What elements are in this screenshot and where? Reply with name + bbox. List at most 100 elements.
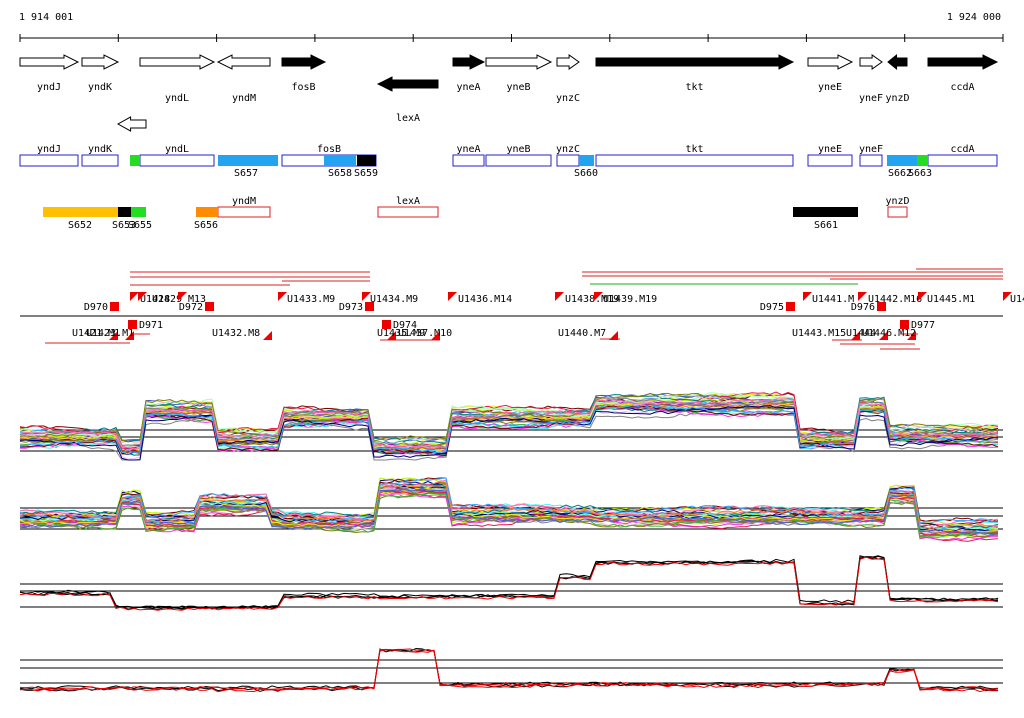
segment-label-s661: S661: [814, 220, 838, 231]
transcript-label-ynzd-lower: ynzD: [885, 196, 909, 207]
promoter-marker-u1437-m10: [431, 316, 440, 340]
promoter-marker-u1428: [130, 292, 139, 316]
segment-s653: [118, 207, 131, 217]
gene-arrow-fosb: [281, 54, 327, 70]
terminator-label-d971: D971: [139, 320, 163, 331]
expression-trace: [19, 479, 999, 527]
gene-arrow-yneb: [485, 54, 553, 70]
expression-trace: [19, 391, 999, 450]
terminator-label-d970: D970: [84, 302, 108, 313]
gene-arrow-ynzd: [887, 53, 908, 71]
segment-s661: [793, 207, 858, 217]
promoter-marker-u1434-m9: [362, 292, 371, 316]
promoter-marker-u14: [1003, 292, 1012, 316]
expression-trace: [19, 484, 999, 532]
promoter-marker-u1421-m1: [109, 316, 118, 340]
gene-label-ynef: yneF: [859, 93, 883, 104]
transcript-label-ynea-upper: yneA: [456, 144, 480, 155]
expression-trace: [19, 487, 999, 536]
transcript-label-yndj-upper: yndJ: [37, 144, 61, 155]
promoter-label-u1442-m16: U1442.M16: [868, 294, 922, 305]
segment-label-s655: S655: [128, 220, 152, 231]
gene-label-ynee: yneE: [818, 82, 842, 93]
promoter-marker-u1441-m: [803, 292, 812, 316]
expression-trace: [19, 493, 999, 539]
terminator-label-d977: D977: [911, 320, 935, 331]
expression-trace: [19, 477, 999, 524]
terminator-marker-d973: [365, 302, 374, 311]
promoter-label-u14: U14: [1010, 294, 1024, 305]
terminator-label-d976: D976: [851, 302, 875, 313]
promoter-marker-u1433-m9: [278, 292, 287, 316]
expression-trace: [19, 405, 999, 455]
gene-label-yndj: yndJ: [37, 82, 61, 93]
promoter-marker-u1438-m19: [555, 292, 564, 316]
gene-arrow-lexa: [376, 76, 439, 92]
transcript-track-upper: yndJ yndK yndL fosB yneA yneB ynzC tkt yneE yneF c…: [19, 144, 998, 179]
promoter-marker-u1435-m9: [387, 316, 396, 340]
segment-label-s658: S658: [328, 168, 352, 179]
start-coordinate: 1 914 001: [19, 12, 74, 23]
expression-trace: [19, 648, 999, 691]
gene-track: yndJ yndK yndL yndM fosB lexA yneA yneB ynzC tkt y…: [19, 53, 999, 132]
gene-label-yndl: yndL: [165, 93, 189, 104]
transcript-label-yndm-lower: yndM: [232, 196, 256, 207]
transcript-box-yndk-upper: [81, 154, 119, 167]
expression-trace: [19, 556, 999, 611]
promoter-label-u1436-m14: U1436.M14: [458, 294, 512, 305]
gene-label-yneb: yneB: [506, 82, 530, 93]
transcript-box-yndj-upper: [19, 154, 79, 167]
promoter-marker-u1444: [879, 316, 888, 340]
terminator-label-d973: D973: [339, 302, 363, 313]
promoter-marker-u1442-m16: [858, 292, 867, 316]
transcript-label-fosb-upper: fosB: [317, 144, 341, 155]
terminator-marker-d975: [786, 302, 795, 311]
expression-trace: [19, 487, 999, 534]
transcript-label-yndk-upper: yndK: [88, 144, 112, 155]
gene-arrow-ynea: [452, 54, 486, 70]
terminator-label-d974: D974: [393, 320, 417, 331]
gene-label-ynea: yneA: [456, 82, 480, 93]
terminator-label-d972: D972: [179, 302, 203, 313]
segment-label-s657: S657: [234, 168, 258, 179]
promoter-label-u1441-m: U1441.M: [812, 294, 854, 305]
promoter-label-u1445-m1: U1445.M1: [927, 294, 975, 305]
expression-trace: [19, 396, 999, 449]
end-coordinate: 1 924 000: [946, 12, 1001, 23]
promoter-marker-u1436-m14: [448, 292, 457, 316]
coordinate-axis: [19, 34, 1004, 42]
promoter-label-u1428: U1428: [140, 294, 170, 305]
segment-s663: [917, 155, 928, 166]
terminator-marker-d974: [382, 320, 391, 329]
gene-arrow-ynef: [859, 54, 883, 70]
gene-arrow-tkt: [595, 54, 795, 70]
transcript-label-ynef-upper: yneF: [859, 144, 883, 155]
promoter-label-u1439-m19: U1439.M19: [603, 294, 657, 305]
segment-s662: [887, 155, 917, 166]
promoter-label-u1438-m19: U1438.M19: [565, 294, 619, 305]
terminator-marker-d977: [900, 320, 909, 329]
gene-arrow-yndm: [216, 54, 271, 70]
expression-panels: [19, 391, 1003, 693]
promoter-marker-m13: [178, 292, 187, 316]
promoter-label-u1435-m9: U1435.M9: [377, 328, 425, 339]
transcript-box-ynef-upper: [859, 154, 883, 167]
promoter-label-u1433-m9: U1433.M9: [287, 294, 335, 305]
expression-trace: [19, 405, 999, 457]
gene-label-ynzc: ynzC: [556, 93, 580, 104]
promoter-marker-u1443-m15: [851, 316, 860, 340]
expression-trace: [19, 392, 999, 447]
gene-label-yndm: yndM: [232, 93, 256, 104]
terminator-label-d975: D975: [760, 302, 784, 313]
promoter-label-u1434-m9: U1434.M9: [370, 294, 418, 305]
promoter-label-u1432-m8: U1432.M8: [212, 328, 260, 339]
terminator-marker-d976: [877, 302, 886, 311]
segment-s652: [43, 207, 118, 217]
gene-arrow-unnamed-14: [116, 116, 147, 132]
transcript-box-yndl-upper: [139, 154, 215, 167]
expression-trace: [19, 405, 998, 461]
